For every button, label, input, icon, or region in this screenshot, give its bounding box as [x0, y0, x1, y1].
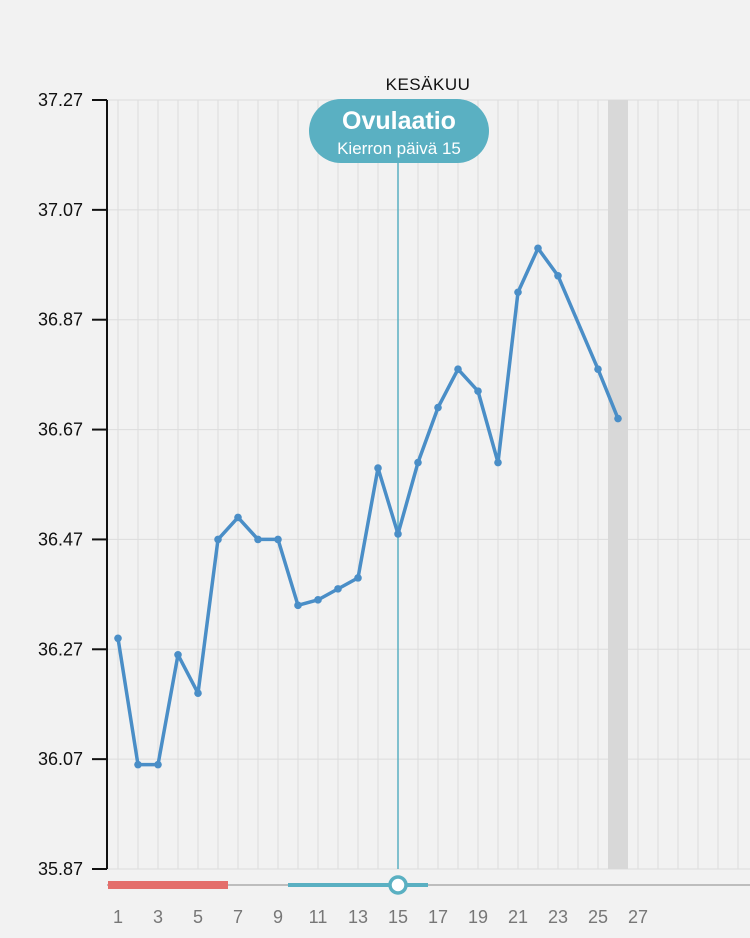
x-tick-label: 9 [273, 907, 283, 927]
data-point [174, 650, 182, 659]
y-axis-ticks: 37.27 37.07 36.87 36.67 36.47 36.27 36.07 35.87 [38, 90, 107, 879]
data-point [374, 464, 382, 472]
x-tick-label: 1 [113, 907, 123, 927]
today-highlight-band [608, 100, 628, 869]
fertile-window-bar [288, 883, 428, 887]
data-point [554, 271, 562, 280]
data-point [434, 403, 442, 412]
ovulation-title: Ovulaatio [342, 107, 456, 135]
cycle-timeline[interactable] [107, 875, 750, 895]
x-tick-label: 23 [548, 907, 568, 927]
month-label: KESÄKUU [386, 75, 471, 94]
y-tick-label: 36.67 [38, 420, 83, 440]
ovulation-marker[interactable] [388, 875, 408, 895]
data-point [354, 574, 362, 582]
x-tick-label: 7 [233, 907, 243, 927]
x-tick-label: 25 [588, 907, 608, 927]
data-point [294, 601, 302, 610]
temperature-line [116, 246, 620, 767]
y-tick-label: 36.47 [38, 529, 83, 549]
y-tick-label: 37.07 [38, 200, 83, 220]
data-point [614, 414, 622, 423]
data-point [254, 535, 262, 544]
y-tick-label: 36.87 [38, 310, 83, 330]
x-axis-ticks: 1 3 5 7 9 11 13 15 17 19 21 23 25 27 [113, 907, 648, 927]
period-bar [108, 881, 228, 889]
x-tick-label: 15 [388, 907, 408, 927]
y-tick-label: 35.87 [38, 859, 83, 879]
data-point [234, 513, 242, 522]
x-tick-label: 3 [153, 907, 163, 927]
data-point [334, 585, 342, 593]
ovulation-badge-pill[interactable] [309, 99, 489, 163]
data-point [314, 596, 322, 604]
x-tick-label: 21 [508, 907, 528, 927]
x-tick-label: 17 [428, 907, 448, 927]
ovulation-subtitle: Kierron päivä 15 [337, 139, 461, 158]
data-point [154, 760, 162, 769]
x-tick-label: 19 [468, 907, 488, 927]
data-point [134, 760, 142, 769]
temperature-series [114, 244, 622, 769]
data-point [534, 244, 542, 253]
data-point [194, 689, 202, 698]
x-tick-label: 13 [348, 907, 368, 927]
data-point [394, 530, 402, 538]
y-tick-label: 37.27 [38, 90, 83, 110]
y-tick-label: 36.07 [38, 749, 83, 769]
x-tick-label: 27 [628, 907, 648, 927]
data-point [594, 365, 602, 373]
data-point [414, 458, 422, 467]
data-point [494, 458, 502, 467]
x-tick-label: 5 [193, 907, 203, 927]
data-point [454, 365, 462, 373]
x-tick-label: 11 [309, 907, 328, 927]
data-point [274, 535, 282, 544]
ovulation-badge[interactable]: Ovulaatio Kierron päivä 15 [309, 99, 489, 163]
data-point [214, 535, 222, 544]
data-point [114, 634, 122, 643]
data-point [474, 387, 482, 395]
y-tick-label: 36.27 [38, 639, 83, 659]
chart-grid [107, 99, 750, 870]
data-point [514, 288, 522, 297]
